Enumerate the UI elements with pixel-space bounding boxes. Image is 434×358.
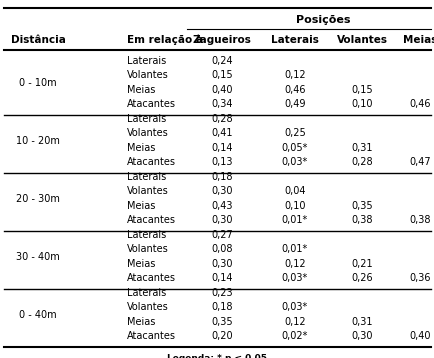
Text: Zagueiros: Zagueiros xyxy=(192,35,251,45)
Text: 0,10: 0,10 xyxy=(350,100,372,110)
Text: Laterais: Laterais xyxy=(270,35,318,45)
Text: 0,46: 0,46 xyxy=(408,100,430,110)
Text: 0,41: 0,41 xyxy=(211,129,232,139)
Text: 0,03*: 0,03* xyxy=(281,158,307,168)
Text: 0,08: 0,08 xyxy=(211,245,232,255)
Text: 0,34: 0,34 xyxy=(211,100,232,110)
Text: 10 - 20m: 10 - 20m xyxy=(16,136,60,146)
Text: 0,01*: 0,01* xyxy=(281,245,307,255)
Text: 0,38: 0,38 xyxy=(350,216,372,226)
Text: Legenda: * p ≤ 0,05: Legenda: * p ≤ 0,05 xyxy=(167,354,266,358)
Text: 0,18: 0,18 xyxy=(211,172,232,182)
Text: 0,40: 0,40 xyxy=(408,332,430,342)
Text: Volantes: Volantes xyxy=(127,303,168,313)
Text: Em relação à: Em relação à xyxy=(127,35,203,45)
Text: 0,30: 0,30 xyxy=(350,332,372,342)
Text: 0,30: 0,30 xyxy=(211,216,232,226)
Text: Posições: Posições xyxy=(296,15,350,25)
Text: Atacantes: Atacantes xyxy=(127,274,176,284)
Text: 0,40: 0,40 xyxy=(211,85,232,95)
Text: Laterais: Laterais xyxy=(127,56,166,66)
Text: 0,03*: 0,03* xyxy=(281,303,307,313)
Text: Volantes: Volantes xyxy=(127,129,168,139)
Text: 30 - 40m: 30 - 40m xyxy=(16,252,60,262)
Text: 0,15: 0,15 xyxy=(350,85,372,95)
Text: Meias: Meias xyxy=(402,35,434,45)
Text: 0,28: 0,28 xyxy=(210,114,232,124)
Text: 0,38: 0,38 xyxy=(408,216,430,226)
Text: 0,30: 0,30 xyxy=(211,187,232,197)
Text: 0,30: 0,30 xyxy=(211,259,232,269)
Text: 0 - 40m: 0 - 40m xyxy=(19,310,57,320)
Text: 0,20: 0,20 xyxy=(210,332,232,342)
Text: 20 - 30m: 20 - 30m xyxy=(16,194,60,204)
Text: 0,05*: 0,05* xyxy=(281,143,307,153)
Text: 0 - 10m: 0 - 10m xyxy=(19,78,57,88)
Text: 0,12: 0,12 xyxy=(283,317,305,327)
Text: Atacantes: Atacantes xyxy=(127,100,176,110)
Text: 0,25: 0,25 xyxy=(283,129,305,139)
Text: 0,02*: 0,02* xyxy=(281,332,307,342)
Text: Meias: Meias xyxy=(127,143,155,153)
Text: 0,27: 0,27 xyxy=(210,230,232,240)
Text: 0,12: 0,12 xyxy=(283,259,305,269)
Text: Volantes: Volantes xyxy=(127,245,168,255)
Text: 0,43: 0,43 xyxy=(211,201,232,211)
Text: 0,26: 0,26 xyxy=(350,274,372,284)
Text: 0,12: 0,12 xyxy=(283,71,305,81)
Text: 0,28: 0,28 xyxy=(350,158,372,168)
Text: 0,03*: 0,03* xyxy=(281,274,307,284)
Text: Volantes: Volantes xyxy=(336,35,387,45)
Text: 0,31: 0,31 xyxy=(350,143,372,153)
Text: 0,31: 0,31 xyxy=(350,317,372,327)
Text: Laterais: Laterais xyxy=(127,172,166,182)
Text: Meias: Meias xyxy=(127,317,155,327)
Text: 0,14: 0,14 xyxy=(211,274,232,284)
Text: 0,49: 0,49 xyxy=(283,100,305,110)
Text: Laterais: Laterais xyxy=(127,288,166,298)
Text: 0,21: 0,21 xyxy=(350,259,372,269)
Text: 0,15: 0,15 xyxy=(210,71,232,81)
Text: Atacantes: Atacantes xyxy=(127,216,176,226)
Text: Laterais: Laterais xyxy=(127,230,166,240)
Text: 0,04: 0,04 xyxy=(283,187,305,197)
Text: Distância: Distância xyxy=(10,35,65,45)
Text: 0,14: 0,14 xyxy=(211,143,232,153)
Text: 0,35: 0,35 xyxy=(350,201,372,211)
Text: 0,35: 0,35 xyxy=(210,317,232,327)
Text: 0,01*: 0,01* xyxy=(281,216,307,226)
Text: Atacantes: Atacantes xyxy=(127,158,176,168)
Text: 0,47: 0,47 xyxy=(408,158,430,168)
Text: Meias: Meias xyxy=(127,201,155,211)
Text: Laterais: Laterais xyxy=(127,114,166,124)
Text: Atacantes: Atacantes xyxy=(127,332,176,342)
Text: Meias: Meias xyxy=(127,259,155,269)
Text: 0,10: 0,10 xyxy=(283,201,305,211)
Text: 0,13: 0,13 xyxy=(211,158,232,168)
Text: 0,18: 0,18 xyxy=(211,303,232,313)
Text: 0,23: 0,23 xyxy=(210,288,232,298)
Text: Volantes: Volantes xyxy=(127,187,168,197)
Text: 0,24: 0,24 xyxy=(210,56,232,66)
Text: 0,46: 0,46 xyxy=(283,85,305,95)
Text: Meias: Meias xyxy=(127,85,155,95)
Text: 0,36: 0,36 xyxy=(408,274,430,284)
Text: Volantes: Volantes xyxy=(127,71,168,81)
